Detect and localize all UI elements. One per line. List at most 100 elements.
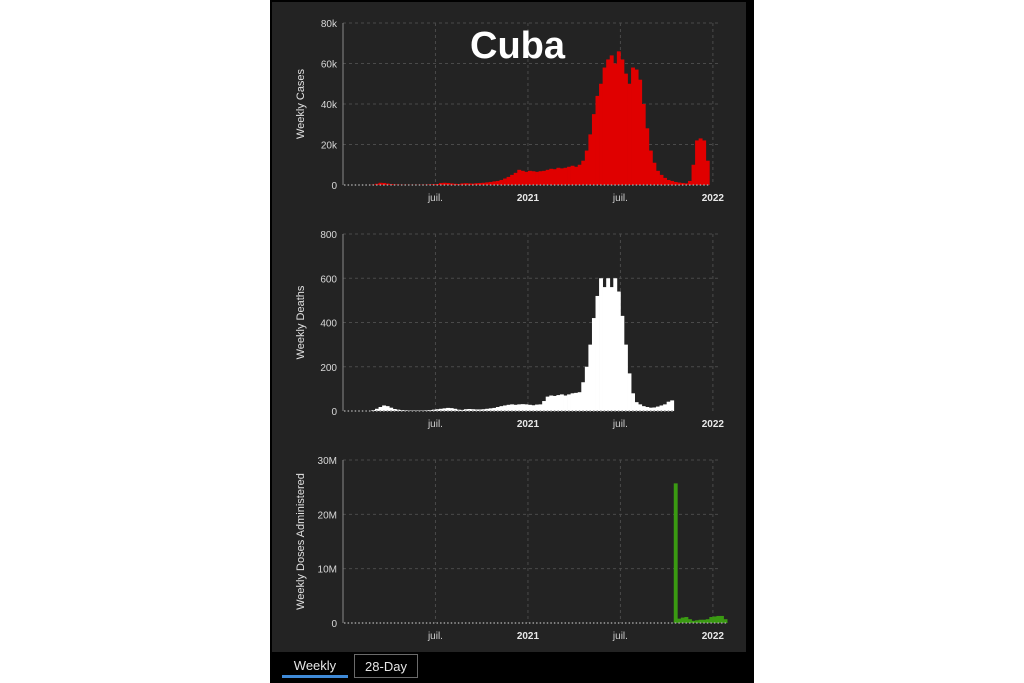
baseline-dot: [450, 410, 453, 412]
baseline-dot: [354, 622, 357, 624]
baseline-dot: [350, 184, 353, 186]
baseline-dot: [468, 622, 471, 624]
baseline-dot: [461, 410, 464, 412]
cases-bar: [520, 170, 525, 185]
baseline-dot: [671, 184, 673, 186]
baseline-dot: [685, 184, 688, 186]
doses-bar: [691, 620, 696, 623]
deaths-bar: [446, 407, 451, 411]
y-tick-label: 30M: [318, 456, 337, 467]
baseline-dot: [571, 410, 574, 412]
baseline-dot: [425, 410, 428, 412]
baseline-dot: [656, 410, 659, 412]
baseline-dot: [656, 184, 659, 186]
baseline-dot: [521, 184, 524, 186]
baseline-dot: [688, 184, 691, 186]
baseline-dot: [557, 622, 560, 624]
baseline-dot: [596, 410, 599, 412]
baseline-dot: [393, 410, 396, 412]
cases-bar: [531, 171, 536, 185]
baseline-dot: [521, 622, 524, 624]
baseline-dot: [464, 622, 467, 624]
cases-bar: [478, 182, 483, 185]
baseline-dot: [343, 622, 346, 624]
x-tick-label: juil.: [427, 631, 443, 642]
baseline-dot: [631, 410, 634, 412]
baseline-dot: [535, 622, 538, 624]
baseline-dot: [575, 184, 577, 186]
cases-bar: [382, 182, 387, 185]
baseline-dot: [525, 184, 528, 186]
baseline-dot: [457, 184, 460, 186]
baseline-dot: [429, 622, 432, 624]
baseline-dot: [639, 184, 641, 186]
baseline-dot: [500, 184, 503, 186]
cases-bar: [442, 182, 447, 185]
x-tick-label: juil.: [427, 419, 443, 430]
baseline-dot: [386, 622, 389, 624]
y-tick-label: 60k: [321, 60, 338, 71]
doses-bar: [709, 617, 714, 623]
baseline-dot: [383, 410, 385, 412]
deaths-bar: [574, 392, 579, 411]
baseline-dot: [461, 184, 464, 186]
baseline-dot: [361, 184, 364, 186]
baseline-dot: [624, 184, 627, 186]
baseline-dot: [415, 410, 417, 412]
cases-bar: [648, 150, 653, 185]
cases-bar: [584, 150, 589, 185]
y-tick-label: 20M: [318, 510, 337, 521]
baseline-dot: [514, 184, 517, 186]
baseline-dot: [642, 410, 645, 412]
baseline-dot: [628, 622, 631, 624]
baseline-dot: [496, 410, 499, 412]
baseline-dot: [443, 184, 446, 186]
deaths-bar: [599, 278, 603, 411]
cases-bar: [495, 180, 500, 185]
baseline-dot: [642, 184, 645, 186]
baseline-dot: [447, 410, 449, 412]
baseline-dot: [343, 410, 346, 412]
baseline-dot: [464, 184, 467, 186]
baseline-dot: [646, 622, 648, 624]
baseline-dot: [486, 410, 488, 412]
deaths-chart: 0 200 400 600 800 juil. 2021 juil. 2022 Weekly De…: [295, 230, 724, 430]
tab-28-day[interactable]: 28-Day: [354, 654, 418, 678]
cases-bar: [527, 170, 532, 185]
baseline-dot: [550, 410, 552, 412]
baseline-dot: [706, 622, 709, 624]
cases-bar: [474, 183, 479, 185]
deaths-bar: [549, 395, 554, 411]
baseline-dot: [543, 184, 545, 186]
baseline-dot: [631, 184, 634, 186]
deaths-bar: [623, 344, 628, 411]
cases-bar: [463, 183, 468, 185]
deaths-bar: [627, 373, 632, 411]
baseline-dot: [457, 410, 460, 412]
deaths-bar: [488, 408, 493, 411]
baseline-dot: [607, 184, 609, 186]
baseline-dot: [365, 184, 368, 186]
baseline-dot: [411, 410, 414, 412]
baseline-dot: [368, 184, 371, 186]
chart-panel: 0 20k 40k 60k 80k juil. 2021 juil. 2022 Weekly Ca…: [270, 0, 754, 683]
baseline-dot: [350, 622, 353, 624]
baseline-dot: [432, 410, 435, 412]
baseline-dot: [503, 622, 506, 624]
tab-weekly[interactable]: Weekly: [282, 654, 348, 678]
baseline-dot: [358, 410, 360, 412]
baseline-dot: [596, 622, 599, 624]
baseline-dot: [482, 410, 485, 412]
doses-bar: [687, 619, 692, 623]
baseline-dot: [354, 184, 357, 186]
baseline-dot: [368, 410, 371, 412]
baseline-dot: [610, 184, 613, 186]
y-tick-label: 0: [331, 407, 337, 418]
deaths-bar: [542, 401, 547, 411]
deaths-bar: [520, 404, 525, 411]
deaths-bar: [485, 408, 490, 411]
baseline-dot: [667, 184, 670, 186]
deaths-bar: [613, 278, 618, 411]
baseline-dot: [582, 410, 584, 412]
cases-bar: [581, 160, 586, 185]
